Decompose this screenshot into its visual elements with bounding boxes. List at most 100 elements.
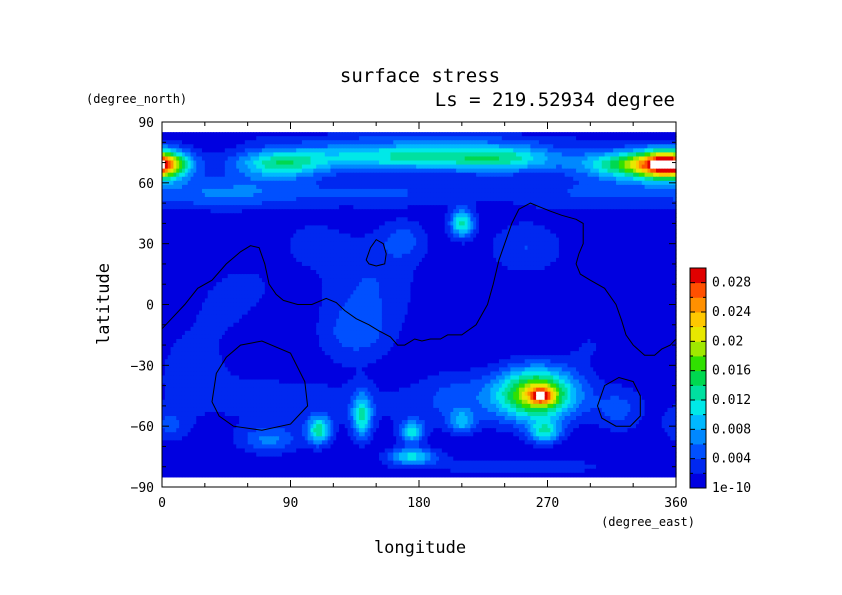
heat-cell — [401, 197, 406, 202]
heat-cell — [610, 172, 614, 178]
heat-cell — [404, 197, 409, 202]
heat-cell — [536, 132, 540, 137]
heat-cell — [273, 176, 277, 182]
heat-cell — [587, 152, 591, 158]
heat-cell — [224, 201, 229, 206]
heat-cell — [524, 156, 529, 162]
heat-cell — [567, 132, 571, 137]
heat-cell — [264, 184, 269, 190]
heat-cell — [287, 180, 292, 186]
heat-cell — [481, 176, 486, 182]
heat-cell — [607, 152, 611, 158]
heat-cell — [193, 144, 197, 149]
heat-cell — [664, 148, 669, 154]
heat-cell — [498, 168, 503, 174]
heat-cell — [247, 136, 252, 141]
heat-cell — [476, 180, 480, 186]
heat-cell — [630, 172, 634, 178]
heat-cell — [259, 160, 263, 166]
heat-cell — [179, 197, 183, 202]
heat-cell — [173, 152, 177, 158]
heat-cell — [438, 180, 443, 186]
heat-cell — [561, 144, 566, 149]
heat-cell — [213, 168, 217, 174]
heat-cell — [456, 132, 460, 137]
heat-cell — [593, 168, 597, 174]
heat-cell — [219, 164, 223, 170]
heat-cell — [284, 168, 289, 174]
heat-cell — [387, 176, 392, 182]
heat-cell — [630, 156, 634, 162]
heat-cell — [259, 180, 263, 186]
heat-cell — [581, 172, 586, 178]
heat-cell — [201, 188, 206, 194]
heat-cell — [421, 152, 426, 158]
heat-cell — [638, 160, 643, 166]
heat-cell — [424, 176, 429, 182]
heat-cell — [504, 144, 509, 149]
heat-cell — [179, 172, 183, 178]
heat-cell — [356, 176, 360, 182]
heat-cell — [393, 156, 397, 162]
heat-cell — [213, 180, 217, 186]
heat-cell — [658, 172, 663, 178]
heat-cell — [561, 168, 566, 174]
heat-cell — [544, 184, 549, 190]
heat-cell — [290, 188, 294, 194]
heat-cell — [390, 188, 394, 194]
heat-cell — [673, 197, 677, 202]
heat-cell — [633, 152, 637, 158]
heat-cell — [407, 188, 412, 194]
heat-cell — [379, 176, 383, 182]
heat-cell — [393, 148, 397, 154]
heat-cell — [481, 180, 486, 186]
heat-cell — [561, 184, 566, 190]
heat-cell — [244, 192, 249, 198]
heat-cell — [570, 164, 574, 170]
heat-cell — [590, 192, 594, 198]
heat-cell — [419, 132, 423, 137]
heat-cell — [324, 156, 329, 162]
heat-cell — [601, 160, 606, 166]
heat-cell — [513, 180, 517, 186]
heat-cell — [216, 172, 220, 178]
heat-cell — [653, 144, 657, 149]
heat-cell — [441, 144, 446, 149]
heat-cell — [530, 192, 534, 198]
heat-cell — [310, 152, 314, 158]
heat-cell — [284, 140, 289, 145]
heat-cell — [356, 136, 360, 141]
heat-cell — [190, 188, 195, 194]
heat-cell — [616, 188, 620, 194]
heat-cell — [359, 144, 363, 149]
heat-cell — [181, 148, 186, 154]
heat-cell — [299, 197, 303, 202]
heat-cell — [347, 132, 352, 137]
heat-cell — [476, 188, 480, 194]
heat-cell — [296, 172, 300, 178]
heat-cell — [650, 172, 654, 178]
heat-cell — [573, 172, 577, 178]
heat-cell — [433, 184, 437, 190]
heat-cell — [279, 156, 283, 162]
heat-cell — [458, 176, 463, 182]
heat-cell — [330, 156, 334, 162]
heat-cell — [284, 164, 289, 170]
heat-cell — [527, 148, 531, 154]
heat-cell — [513, 148, 517, 154]
heat-cell — [279, 140, 283, 145]
heat-cell — [427, 180, 432, 186]
heat-cell — [310, 192, 314, 198]
heat-cell — [399, 140, 403, 145]
heat-cell — [390, 176, 394, 182]
heat-cell — [373, 172, 377, 178]
heat-cell — [670, 148, 674, 154]
heat-cell — [376, 152, 380, 158]
heat-cell — [410, 201, 414, 206]
heat-cell — [427, 168, 432, 174]
heat-cell — [610, 164, 614, 170]
heat-cell — [593, 156, 597, 162]
heat-cell — [533, 180, 537, 186]
heat-cell — [219, 144, 223, 149]
heat-cell — [464, 184, 469, 190]
